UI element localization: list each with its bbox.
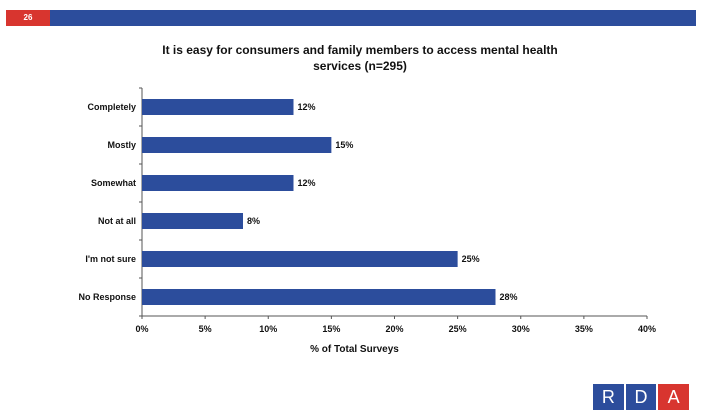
- data-label: 28%: [500, 292, 518, 302]
- bar: [142, 289, 496, 305]
- category-label: Mostly: [107, 140, 136, 150]
- x-tick-label: 25%: [449, 324, 467, 334]
- logo-letter-d: D: [623, 384, 657, 410]
- bar: [142, 99, 294, 115]
- chart-title-line-1: It is easy for consumers and family memb…: [162, 43, 558, 57]
- x-tick-label: 5%: [199, 324, 212, 334]
- logo-letter-a: A: [656, 384, 690, 410]
- bar: [142, 251, 458, 267]
- x-axis-title: % of Total Surveys: [310, 344, 399, 355]
- data-label: 12%: [298, 102, 316, 112]
- logo-letter-r: R: [593, 384, 624, 410]
- bar: [142, 213, 243, 229]
- x-tick-label: 15%: [322, 324, 340, 334]
- rda-logo: R D A: [593, 384, 690, 410]
- bar: [142, 175, 294, 191]
- data-label: 15%: [335, 140, 353, 150]
- category-label: Not at all: [98, 216, 136, 226]
- data-label: 25%: [462, 254, 480, 264]
- category-label: I'm not sure: [85, 254, 136, 264]
- data-label: 12%: [298, 178, 316, 188]
- chart-title-line-2: services (n=295): [313, 59, 407, 73]
- x-tick-label: 30%: [512, 324, 530, 334]
- header-bar: [6, 10, 696, 26]
- bar: [142, 137, 332, 153]
- x-tick-label: 20%: [385, 324, 403, 334]
- x-tick-label: 35%: [575, 324, 593, 334]
- x-tick-label: 40%: [638, 324, 656, 334]
- slide-number: 26: [6, 10, 50, 26]
- category-label: Completely: [87, 102, 136, 112]
- x-tick-label: 0%: [135, 324, 148, 334]
- x-tick-label: 10%: [259, 324, 277, 334]
- category-label: No Response: [78, 292, 136, 302]
- chart-title: It is easy for consumers and family memb…: [110, 42, 610, 74]
- data-label: 8%: [247, 216, 260, 226]
- category-label: Somewhat: [91, 178, 136, 188]
